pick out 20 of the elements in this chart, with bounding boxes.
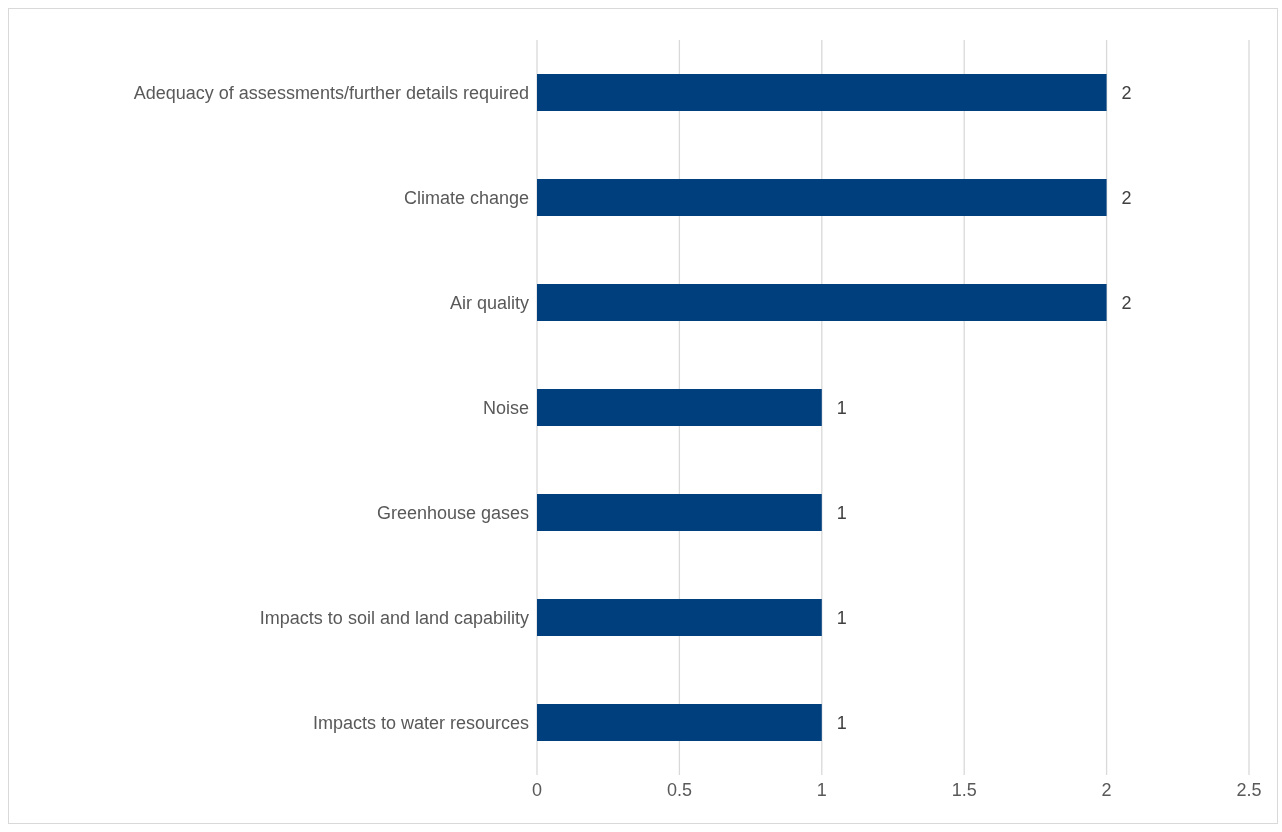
data-label: 2	[1121, 187, 1132, 208]
x-tick-label: 1.5	[951, 779, 977, 800]
x-tick-label: 0.5	[666, 779, 692, 800]
x-tick-label: 2	[1101, 779, 1112, 800]
data-label: 1	[836, 397, 847, 418]
y-tick-label: Noise	[482, 397, 529, 418]
data-label: 1	[836, 712, 847, 733]
y-tick-label: Greenhouse gases	[376, 502, 529, 523]
data-label: 2	[1121, 292, 1132, 313]
data-label: 1	[836, 607, 847, 628]
x-tick-label: 1	[816, 779, 827, 800]
x-tick-label: 2.5	[1236, 779, 1262, 800]
data-label: 2	[1121, 82, 1132, 103]
x-tick-label: 0	[531, 779, 543, 800]
y-tick-label: Climate change	[403, 187, 529, 208]
y-tick-label: Impacts to water resources	[312, 712, 529, 733]
data-label: 1	[836, 502, 847, 523]
y-tick-label: Air quality	[449, 292, 529, 313]
y-tick-label: Impacts to soil and land capability	[259, 607, 529, 628]
y-tick-label: Adequacy of assessments/further details required	[133, 82, 529, 103]
